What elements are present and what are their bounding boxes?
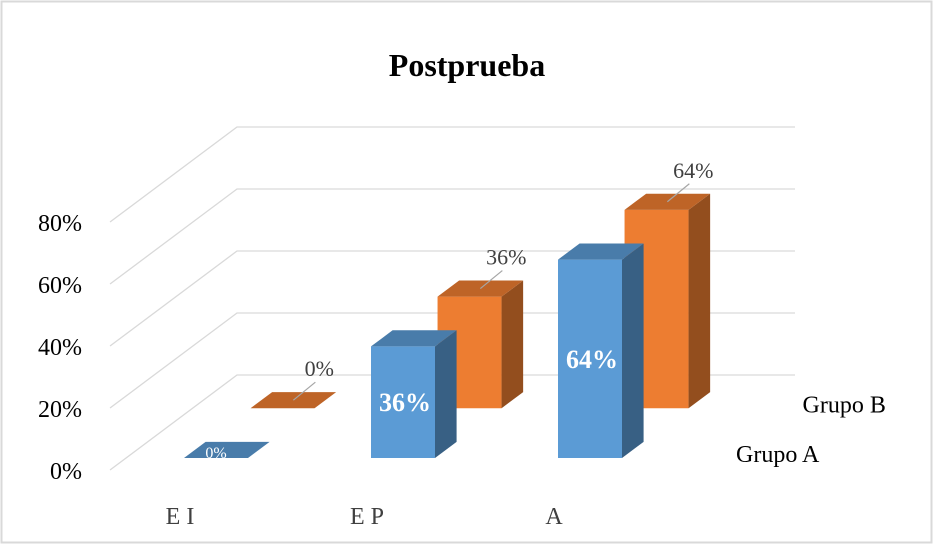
series-label: Grupo A	[736, 442, 820, 468]
data-label: 36%	[379, 388, 431, 417]
x-tick-label: E I	[166, 504, 195, 530]
y-tick-label: 60%	[38, 273, 82, 299]
leader-line	[292, 381, 316, 401]
chart-title: Postprueba	[389, 47, 545, 83]
y-tick-label: 80%	[38, 211, 82, 237]
bar-side	[688, 193, 711, 409]
bar-top	[371, 330, 457, 347]
series-label: Grupo B	[803, 392, 886, 418]
bar-side	[622, 243, 644, 459]
data-label: 0%	[205, 445, 226, 462]
leader-line	[479, 270, 503, 290]
data-label: 64%	[566, 345, 618, 374]
data-label: 0%	[305, 356, 334, 381]
bar-front	[558, 259, 623, 459]
x-tick-label: E P	[350, 504, 384, 530]
bar-side	[435, 330, 457, 459]
y-tick-label: 0%	[50, 459, 82, 485]
leader-line	[666, 183, 690, 203]
bar-side	[501, 280, 524, 409]
bar-front	[371, 346, 436, 459]
grid-line	[109, 188, 795, 285]
y-tick-label: 40%	[38, 335, 82, 361]
data-label: 64%	[673, 158, 713, 183]
x-tick-label: A	[545, 504, 563, 530]
grid-line	[109, 126, 795, 223]
bar-top	[184, 441, 270, 459]
bar-top	[558, 243, 644, 260]
y-tick-label: 20%	[38, 397, 82, 423]
data-label: 36%	[486, 245, 526, 270]
